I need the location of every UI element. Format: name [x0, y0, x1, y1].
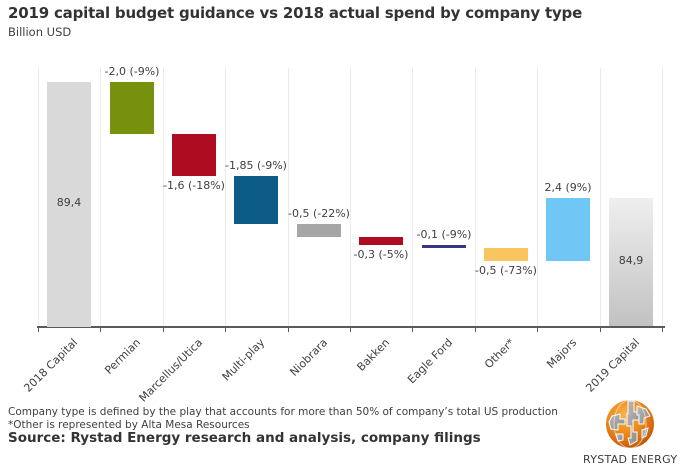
- source-line: Source: Rystad Energy research and analy…: [8, 430, 481, 446]
- axis-tick: [537, 328, 538, 332]
- axis-tick: [350, 328, 351, 332]
- bar-value-label-majors: 2,4 (9%): [544, 181, 592, 195]
- bar-majors: [546, 198, 590, 261]
- logo-wordmark: RYSTAD ENERGY: [583, 453, 678, 466]
- bar-marcellus-utica: [172, 133, 216, 176]
- bar-value-label-multi-play: -1,85 (-9%): [225, 158, 287, 172]
- rystad-energy-logo: RYSTAD ENERGY: [583, 398, 677, 466]
- axis-tick: [288, 328, 289, 332]
- gridline: [412, 68, 413, 326]
- bar-2018-capital: [47, 81, 91, 327]
- bar-value-label-niobrara: -0,5 (-22%): [288, 207, 350, 221]
- gridline: [537, 68, 538, 326]
- bar-bakken: [359, 237, 403, 246]
- gridline: [288, 68, 289, 326]
- bar-other: [484, 247, 528, 261]
- axis-tick: [38, 328, 39, 332]
- bar-value-label-marcellus-utica: -1,6 (-18%): [163, 178, 225, 192]
- gridline: [475, 68, 476, 326]
- axis-tick: [662, 328, 663, 332]
- gridline: [38, 68, 39, 326]
- axis-tick: [600, 328, 601, 332]
- bar-value-label-2019-capital: 84,9: [618, 254, 644, 268]
- footnote-company-type: Company type is defined by the play that…: [8, 406, 558, 418]
- bar-multi-play: [234, 175, 278, 225]
- axis-tick: [225, 328, 226, 332]
- gridline: [163, 68, 164, 326]
- x-axis-line: [37, 326, 665, 328]
- axis-tick: [412, 328, 413, 332]
- bar-value-label-other: -0,5 (-73%): [475, 264, 537, 277]
- bar-eagle-ford: [422, 245, 466, 248]
- bar-2019-capital: [609, 198, 653, 327]
- gridline: [225, 68, 226, 326]
- axis-tick: [475, 328, 476, 332]
- bar-value-label-bakken: -0,3 (-5%): [353, 248, 409, 262]
- gridline: [662, 68, 663, 326]
- bar-value-label-eagle-ford: -0,1 (-9%): [416, 228, 472, 242]
- bar-niobrara: [297, 224, 341, 238]
- chart-unit-label: Billion USD: [8, 25, 72, 39]
- bar-value-label-permian: -2,0 (-9%): [104, 64, 160, 78]
- gridline: [600, 68, 601, 326]
- axis-tick: [163, 328, 164, 332]
- gridline: [350, 68, 351, 326]
- page-title: 2019 capital budget guidance vs 2018 act…: [8, 4, 583, 22]
- gridline: [100, 68, 101, 326]
- footnote-other: *Other is represented by Alta Mesa Resou…: [8, 419, 250, 431]
- axis-tick: [100, 328, 101, 332]
- globe-icon: [606, 399, 654, 449]
- bar-value-label-2018-capital: 89,4: [56, 196, 82, 209]
- bar-permian: [110, 81, 154, 134]
